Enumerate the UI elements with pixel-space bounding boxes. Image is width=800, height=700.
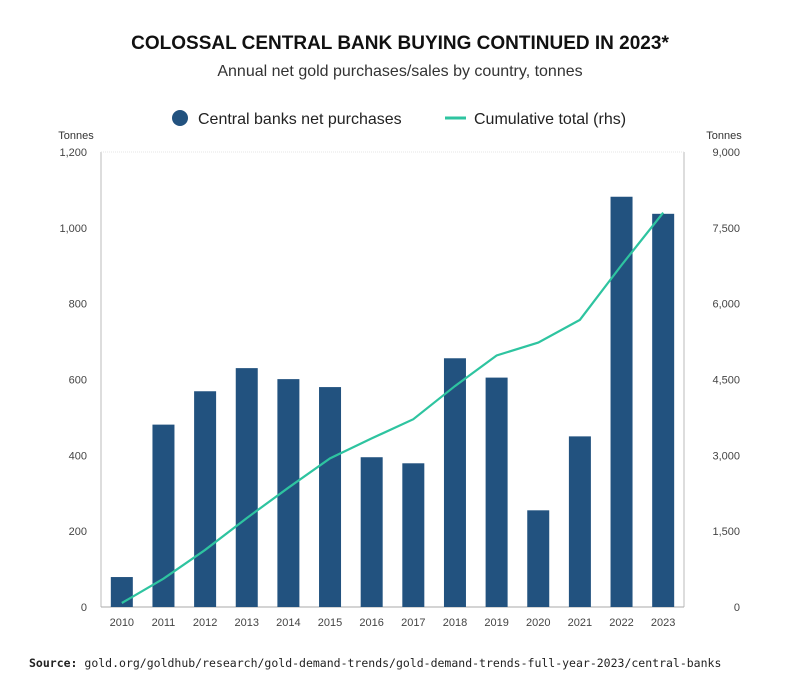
x-tick-label: 2014 [276, 617, 300, 629]
x-tick-label: 2016 [359, 617, 383, 629]
legend-bar-label: Central banks net purchases [198, 111, 402, 128]
x-tick-label: 2010 [110, 617, 134, 629]
bar-2012 [194, 391, 217, 607]
bar-2019 [485, 377, 508, 607]
bar-2023 [652, 213, 675, 607]
bar-2018 [443, 358, 466, 607]
chart-title: COLOSSAL CENTRAL BANK BUYING CONTINUED I… [131, 33, 669, 54]
x-tick-label: 2012 [193, 617, 217, 629]
y-tick-label: 0 [81, 602, 87, 614]
source-url: gold.org/goldhub/research/gold-demand-tr… [84, 656, 722, 670]
y-tick-label: 200 [69, 526, 87, 538]
y-right-tick-label: 4,500 [712, 375, 740, 387]
source-note: Source: gold.org/goldhub/research/gold-d… [29, 656, 721, 670]
x-tick-label: 2020 [526, 617, 550, 629]
bar-2013 [235, 368, 258, 607]
source-label: Source: [29, 656, 78, 670]
x-tick-label: 2018 [443, 617, 467, 629]
y-right-tick-label: 9,000 [712, 147, 740, 159]
y-tick-label: 1,000 [59, 223, 87, 235]
x-tick-label: 2013 [235, 617, 259, 629]
left-axis-label: Tonnes [58, 130, 94, 142]
y-tick-label: 800 [69, 299, 87, 311]
y-tick-label: 600 [69, 375, 87, 387]
x-tick-label: 2021 [568, 617, 592, 629]
bar-2015 [319, 387, 342, 607]
y-right-tick-label: 0 [734, 602, 740, 614]
y-tick-label: 400 [69, 450, 87, 462]
x-tick-label: 2011 [152, 617, 176, 629]
bar-2011 [152, 424, 175, 607]
bar-2017 [402, 463, 425, 607]
legend-line-label: Cumulative total (rhs) [474, 111, 626, 128]
x-tick-label: 2022 [609, 617, 633, 629]
x-tick-label: 2019 [484, 617, 508, 629]
cumulative-line [121, 212, 665, 604]
y-right-tick-label: 6,000 [712, 299, 740, 311]
bar-2020 [527, 510, 550, 607]
bar-2021 [568, 436, 591, 607]
chart-subtitle: Annual net gold purchases/sales by count… [217, 63, 583, 80]
x-tick-label: 2015 [318, 617, 342, 629]
bar-2022 [610, 196, 633, 607]
x-tick-label: 2017 [401, 617, 425, 629]
bar-2014 [277, 379, 300, 607]
x-tick-label: 2023 [651, 617, 675, 629]
legend-bar-marker [172, 110, 188, 126]
y-right-tick-label: 7,500 [712, 223, 740, 235]
y-right-tick-label: 3,000 [712, 450, 740, 462]
y-tick-label: 1,200 [59, 147, 87, 159]
bar-2016 [360, 457, 383, 607]
y-right-tick-label: 1,500 [712, 526, 740, 538]
right-axis-label: Tonnes [706, 130, 742, 142]
